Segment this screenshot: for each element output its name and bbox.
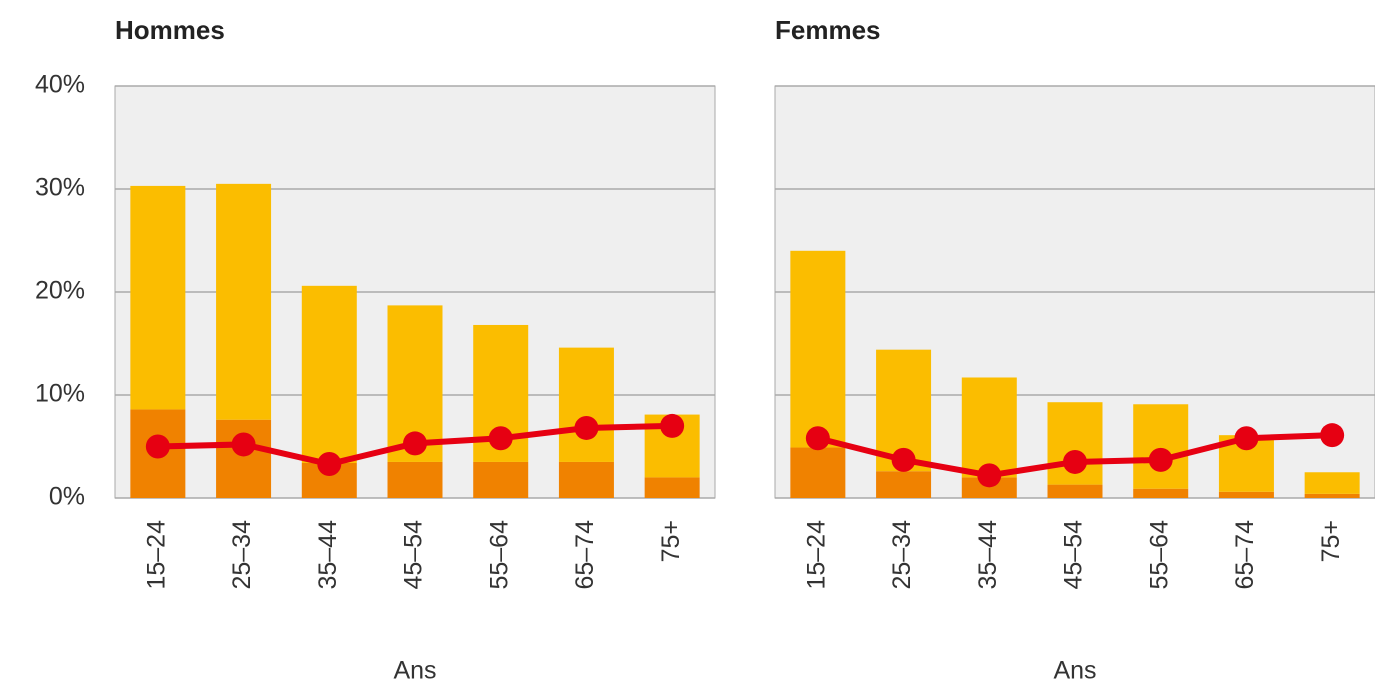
- bar-segment: [473, 461, 529, 498]
- y-tick-label: 40%: [35, 71, 85, 99]
- bar-segment: [961, 477, 1017, 498]
- bar-segment: [1133, 404, 1189, 489]
- line-marker: [1063, 449, 1087, 474]
- line-marker: [1148, 447, 1173, 472]
- x-axis-label: Ans: [393, 657, 436, 685]
- x-tick-label: 35–44: [974, 520, 1002, 590]
- x-tick-label: 45–54: [1060, 520, 1088, 590]
- bar-segment: [1304, 493, 1360, 498]
- bar-segment: [387, 461, 443, 498]
- x-tick-label: 15–24: [142, 520, 170, 590]
- line-marker: [488, 426, 513, 451]
- bar-segment: [790, 250, 846, 448]
- bar-segment: [790, 447, 846, 498]
- line-marker: [660, 413, 685, 438]
- line-marker: [317, 452, 342, 477]
- chart-title: Femmes: [775, 15, 881, 45]
- x-tick-label: 75+: [1317, 520, 1345, 562]
- line-marker: [891, 447, 916, 472]
- x-axis-label: Ans: [1053, 657, 1096, 685]
- line-marker: [805, 426, 830, 451]
- x-tick-label: 55–64: [1145, 520, 1173, 590]
- x-tick-label: 65–74: [571, 520, 599, 590]
- x-tick-label: 35–44: [314, 520, 342, 590]
- line-marker: [1320, 423, 1345, 448]
- bar-segment: [558, 461, 614, 498]
- bar-segment: [644, 477, 700, 498]
- line-marker: [574, 415, 599, 440]
- chart-title: Hommes: [115, 15, 225, 45]
- bar-segment: [961, 377, 1017, 478]
- y-tick-label: 30%: [35, 174, 85, 202]
- x-tick-label: 65–74: [1231, 520, 1259, 590]
- x-tick-label: 45–54: [400, 520, 428, 590]
- bar-segment: [1133, 488, 1189, 498]
- bar-segment: [216, 183, 272, 420]
- line-marker: [977, 463, 1002, 488]
- line-marker: [145, 434, 170, 459]
- y-tick-label: 10%: [35, 380, 85, 408]
- bar-segment: [1304, 472, 1360, 494]
- x-tick-label: 55–64: [485, 520, 513, 590]
- bar-segment: [216, 419, 272, 498]
- y-tick-label: 0%: [49, 483, 85, 511]
- x-tick-label: 25–34: [888, 520, 916, 590]
- bar-segment: [130, 185, 186, 410]
- y-tick-label: 20%: [35, 277, 85, 305]
- bar-segment: [876, 471, 932, 498]
- bar-segment: [1218, 491, 1274, 498]
- x-tick-label: 25–34: [228, 520, 256, 590]
- bar-segment: [1047, 484, 1103, 498]
- line-marker: [231, 432, 256, 457]
- line-marker: [403, 431, 427, 456]
- bar-segment: [558, 347, 614, 462]
- x-tick-label: 15–24: [802, 520, 830, 590]
- bar-segment: [301, 285, 357, 463]
- x-tick-label: 75+: [657, 520, 685, 562]
- line-marker: [1234, 426, 1259, 451]
